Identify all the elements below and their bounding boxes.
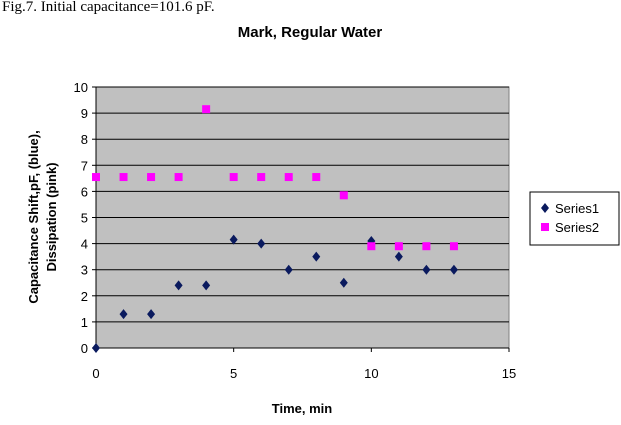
y-tick-label: 2	[81, 289, 88, 304]
y-axis-label-line-2: Dissipation (pink)	[44, 162, 59, 271]
y-tick-label: 4	[81, 237, 88, 252]
series1-point	[394, 251, 403, 262]
series1-point	[119, 309, 128, 320]
series2-point	[257, 173, 266, 182]
x-tick-labels: 0 5 10 15	[92, 366, 516, 381]
legend-marker-series2	[541, 223, 549, 231]
axes	[92, 86, 510, 352]
series1-point	[174, 280, 183, 291]
y-axis-label-line-1: Capacitance Shift,pF, (blue),	[26, 130, 41, 303]
grid-lines	[96, 86, 509, 323]
x-tick-label: 5	[230, 366, 237, 381]
series1-point	[449, 264, 458, 275]
series1-point	[92, 343, 100, 353]
figure-caption: Fig.7. Initial capacitance=101.6 pF.	[2, 0, 215, 15]
y-tick-label: 10	[74, 80, 88, 95]
x-tick-label: 0	[92, 366, 99, 381]
series2-point	[174, 173, 183, 182]
y-tick-labels: 0 1 2 3 4 5 6 7 8 9 10	[74, 80, 88, 356]
series2-point	[202, 105, 211, 114]
y-tick-label: 3	[81, 263, 88, 278]
y-tick-label: 1	[81, 315, 88, 330]
x-axis-label: Time, min	[272, 401, 333, 416]
series1-point	[257, 238, 266, 249]
series1-point	[422, 264, 431, 275]
series2-point	[312, 173, 321, 182]
legend: Series1 Series2	[529, 191, 620, 246]
series1-point	[312, 251, 321, 262]
y-tick-label: 7	[81, 158, 88, 173]
x-tick-label: 10	[364, 366, 378, 381]
series1-point	[147, 309, 156, 320]
series2-point	[394, 242, 403, 251]
series2-point	[339, 191, 348, 200]
legend-marker-series1	[541, 203, 549, 213]
y-tick-label: 6	[81, 184, 88, 199]
legend-label-series1: Series1	[555, 201, 599, 216]
series1-point	[284, 264, 293, 275]
series2-point	[229, 173, 238, 182]
series1-point	[339, 277, 348, 288]
series1-point	[229, 234, 238, 245]
y-tick-label: 0	[81, 341, 88, 356]
chart-title: Mark, Regular Water	[238, 24, 383, 41]
series2-point	[422, 242, 431, 251]
series2-point	[147, 173, 156, 182]
x-tick-label: 15	[502, 366, 516, 381]
series2-point	[449, 242, 458, 251]
series2-point	[92, 173, 100, 182]
y-tick-label: 8	[81, 132, 88, 147]
y-tick-label: 5	[81, 211, 88, 226]
series2-point	[119, 173, 128, 182]
data-markers	[92, 105, 458, 353]
legend-box	[529, 191, 620, 246]
y-tick-label: 9	[81, 106, 88, 121]
series2-point	[284, 173, 293, 182]
legend-label-series2: Series2	[555, 220, 599, 235]
series1-point	[202, 280, 211, 291]
series2-point	[367, 242, 376, 251]
